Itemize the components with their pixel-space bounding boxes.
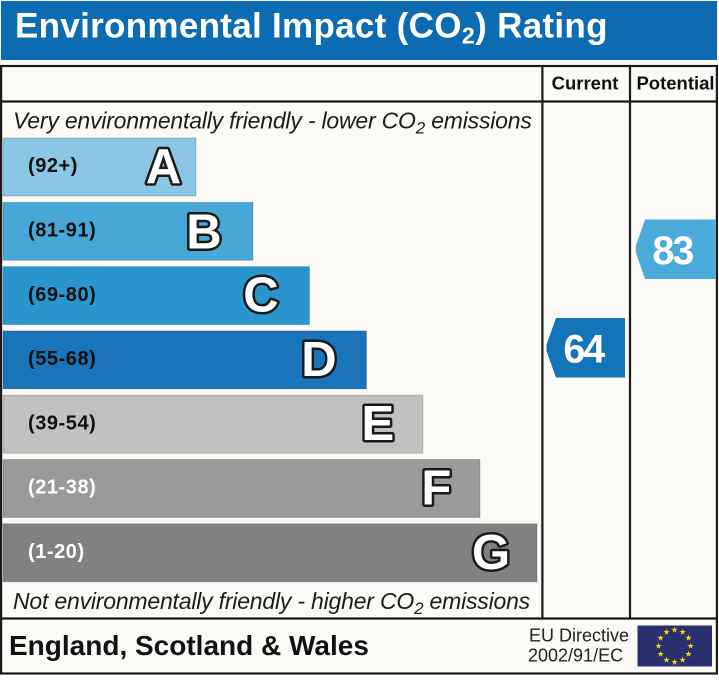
svg-text:C: C xyxy=(243,269,278,323)
svg-text:2002/91/EC: 2002/91/EC xyxy=(528,646,623,666)
svg-text:(92+): (92+) xyxy=(28,155,78,177)
svg-text:(1-20): (1-20) xyxy=(28,541,85,563)
svg-text:England, Scotland & Wales: England, Scotland & Wales xyxy=(9,630,369,661)
svg-text:(55-68): (55-68) xyxy=(28,348,96,370)
svg-text:Environmental Impact (CO2) Rat: Environmental Impact (CO2) Rating xyxy=(15,7,608,49)
svg-text:Potential: Potential xyxy=(636,73,714,94)
svg-text:(39-54): (39-54) xyxy=(28,412,96,434)
svg-text:Very environmentally friendly: Very environmentally friendly - lower CO… xyxy=(13,107,532,137)
svg-text:83: 83 xyxy=(652,229,693,273)
svg-text:(81-91): (81-91) xyxy=(28,220,96,242)
svg-text:D: D xyxy=(301,333,336,387)
svg-text:E: E xyxy=(361,397,394,451)
svg-text:A: A xyxy=(146,140,181,194)
svg-text:Current: Current xyxy=(552,73,619,94)
svg-text:64: 64 xyxy=(563,327,605,371)
svg-text:(69-80): (69-80) xyxy=(28,284,96,306)
svg-text:G: G xyxy=(472,526,510,580)
svg-text:EU Directive: EU Directive xyxy=(529,626,629,646)
svg-text:B: B xyxy=(186,205,221,259)
svg-text:(21-38): (21-38) xyxy=(28,477,96,499)
svg-text:Not environmentally friendly -: Not environmentally friendly - higher CO… xyxy=(13,588,531,618)
svg-text:F: F xyxy=(421,462,451,516)
